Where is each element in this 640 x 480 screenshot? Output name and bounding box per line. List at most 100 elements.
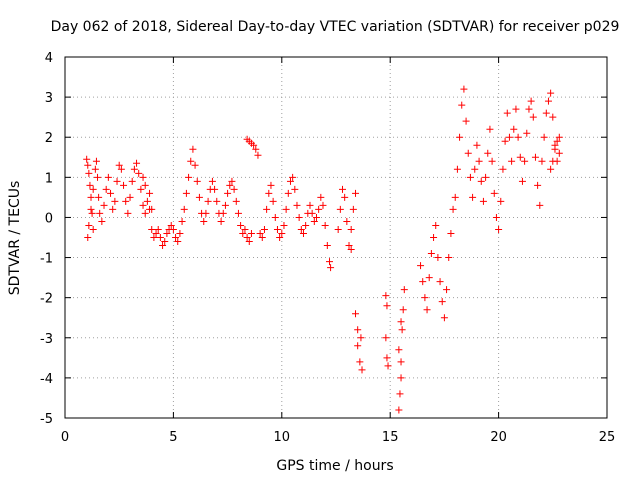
data-point [87, 193, 95, 201]
data-point [265, 189, 273, 197]
data-point [180, 205, 188, 213]
data-point [284, 189, 292, 197]
data-point [83, 155, 91, 163]
y-tick-label: 4 [45, 51, 53, 66]
data-point [295, 213, 303, 221]
data-point [273, 225, 281, 233]
data-point [382, 292, 390, 300]
data-point [384, 362, 392, 370]
data-point [445, 254, 453, 262]
data-point [396, 390, 404, 398]
data-point [302, 221, 310, 229]
data-point [341, 193, 349, 201]
data-point [191, 161, 199, 169]
data-point [521, 157, 529, 165]
data-point [141, 181, 149, 189]
data-point [107, 189, 115, 197]
x-tick-label: 5 [169, 430, 177, 445]
data-point [540, 133, 548, 141]
y-tick-label: 3 [45, 91, 53, 106]
data-point [466, 173, 474, 181]
data-point [234, 209, 242, 217]
data-point [109, 205, 117, 213]
data-point [85, 169, 93, 177]
data-point [334, 225, 342, 233]
data-point [327, 264, 335, 272]
data-point [477, 177, 485, 185]
y-tick-label: -5 [40, 412, 53, 427]
data-point [195, 193, 203, 201]
data-point [189, 145, 197, 153]
data-point [117, 165, 125, 173]
data-point [352, 189, 360, 197]
data-point [397, 374, 405, 382]
data-point [440, 314, 448, 322]
data-point [357, 334, 365, 342]
data-point [310, 217, 318, 225]
data-point [104, 173, 112, 181]
data-point [252, 145, 260, 153]
data-point [325, 258, 333, 266]
data-point [417, 262, 425, 270]
data-point [84, 161, 92, 169]
data-point [397, 358, 405, 366]
data-point [419, 278, 427, 286]
data-point [254, 151, 262, 159]
data-point [297, 225, 305, 233]
data-point [208, 177, 216, 185]
data-point [271, 213, 279, 221]
data-points [83, 85, 563, 414]
data-point [185, 173, 193, 181]
data-point [193, 177, 201, 185]
data-point [453, 165, 461, 173]
data-point [421, 294, 429, 302]
data-point [120, 181, 128, 189]
data-point [443, 286, 451, 294]
data-point [169, 225, 177, 233]
data-point [501, 137, 509, 145]
data-point [100, 201, 108, 209]
data-point [347, 246, 355, 254]
data-point [137, 185, 145, 193]
data-point [154, 225, 162, 233]
data-point [122, 197, 130, 205]
data-point [243, 234, 251, 241]
data-point [224, 189, 232, 197]
data-point [471, 165, 479, 173]
data-point [156, 234, 164, 241]
data-point [538, 157, 546, 165]
x-tick-label: 10 [274, 430, 291, 445]
data-point [92, 157, 100, 165]
y-axis-label: SDTVAR / TECUs [7, 181, 23, 296]
data-point [146, 205, 154, 213]
data-point [135, 169, 143, 177]
data-point [547, 165, 555, 173]
data-point [323, 242, 331, 250]
data-point [102, 185, 110, 193]
data-point [269, 197, 277, 205]
data-point [447, 229, 455, 237]
data-point [503, 109, 511, 117]
data-point [148, 225, 156, 233]
y-tick-label: -1 [40, 252, 53, 267]
data-point [490, 189, 498, 197]
data-point [163, 229, 171, 237]
data-point [479, 197, 487, 205]
data-point [343, 217, 351, 225]
y-tick-labels: -5 -4 -3 -2 -1 0 1 2 3 4 [40, 51, 53, 427]
data-point [174, 238, 182, 246]
data-point [347, 225, 355, 233]
data-point [152, 229, 160, 237]
data-point [514, 133, 522, 141]
data-point [187, 157, 195, 165]
data-point [356, 358, 364, 366]
data-point [427, 250, 435, 258]
data-point [91, 165, 99, 173]
data-point [382, 334, 390, 342]
data-point [124, 209, 132, 217]
x-axis-label: GPS time / hours [276, 458, 393, 474]
data-point [237, 221, 245, 229]
data-point [182, 189, 190, 197]
data-point [98, 217, 106, 225]
data-point [88, 209, 96, 217]
